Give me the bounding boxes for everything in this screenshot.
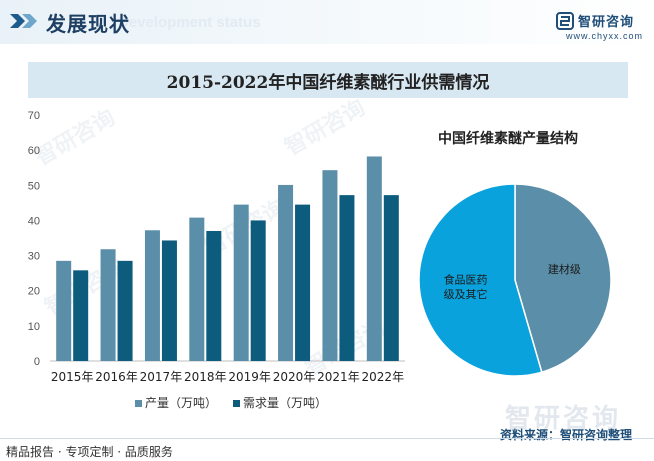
y-tick-label: 40 (28, 215, 40, 227)
x-tick-label: 2019年 (228, 370, 271, 384)
double-chevron-icon (10, 14, 37, 28)
pie-slice-label: 食品医药级及其它 (444, 273, 488, 301)
y-tick-label: 0 (34, 356, 40, 368)
bar-production (278, 184, 294, 361)
section-title: 发展现状 (46, 12, 130, 36)
y-tick-label: 60 (28, 145, 40, 157)
bar-demand (295, 204, 311, 361)
source-note: 资料来源：智研咨询整理 (500, 428, 633, 442)
bar-demand (383, 195, 399, 361)
x-tick-label: 2022年 (362, 370, 405, 384)
watermark-logo-text: 智研咨询 (505, 404, 622, 434)
footer-slogan: 精品报告 · 专项定制 · 品质服务 (6, 445, 173, 459)
x-tick-label: 2015年 (51, 370, 94, 384)
bar-demand (117, 260, 133, 361)
company-url: www.chyxx.com (566, 31, 644, 41)
bar-demand (73, 270, 89, 361)
pie-slice (514, 183, 612, 374)
x-tick-label: 2017年 (140, 370, 183, 384)
y-tick-label: 30 (28, 251, 40, 263)
bar-production (100, 249, 116, 361)
bar-production (144, 230, 160, 361)
footer-divider (0, 438, 654, 439)
legend-label: 产量（万吨） (145, 396, 217, 410)
x-tick-label: 2020年 (273, 370, 316, 384)
bar-demand (339, 195, 355, 361)
header-banner: Development status 发展现状 智研咨询 www.chyxx.c… (0, 0, 654, 44)
bar-production (189, 217, 205, 361)
y-tick-label: 50 (28, 180, 40, 192)
bar-demand (250, 220, 266, 361)
x-tick-label: 2021年 (317, 370, 360, 384)
chart-main-title: 2015-2022年中国纤维素醚行业供需情况 (28, 62, 628, 98)
y-tick-label: 20 (28, 286, 40, 298)
bar-production (322, 170, 338, 361)
legend-label: 需求量（万吨） (243, 396, 327, 410)
y-tick-label: 70 (28, 110, 40, 122)
y-tick-label: 10 (28, 321, 40, 333)
bar-production (56, 260, 72, 361)
bar-production (233, 204, 249, 361)
company-name: 智研咨询 (578, 15, 635, 30)
bar-demand (161, 240, 177, 361)
supply-demand-bar-chart: 0 10 20 30 40 50 60 70 2015年 2016年 2017年 2018年 2019年… (28, 110, 405, 410)
company-logo-icon (556, 12, 574, 30)
pie-slice (418, 183, 543, 377)
legend-swatch (135, 400, 142, 407)
pie-chart-title: 中国纤维素醚产量结构 (438, 131, 578, 147)
section-subtitle: Development status (118, 14, 261, 31)
bar-demand (206, 230, 222, 361)
x-tick-label: 2016年 (95, 370, 138, 384)
bar-production (366, 156, 382, 361)
pie-slice-label: 建材级 (548, 262, 581, 276)
x-tick-label: 2018年 (184, 370, 227, 384)
legend-swatch (233, 400, 240, 407)
